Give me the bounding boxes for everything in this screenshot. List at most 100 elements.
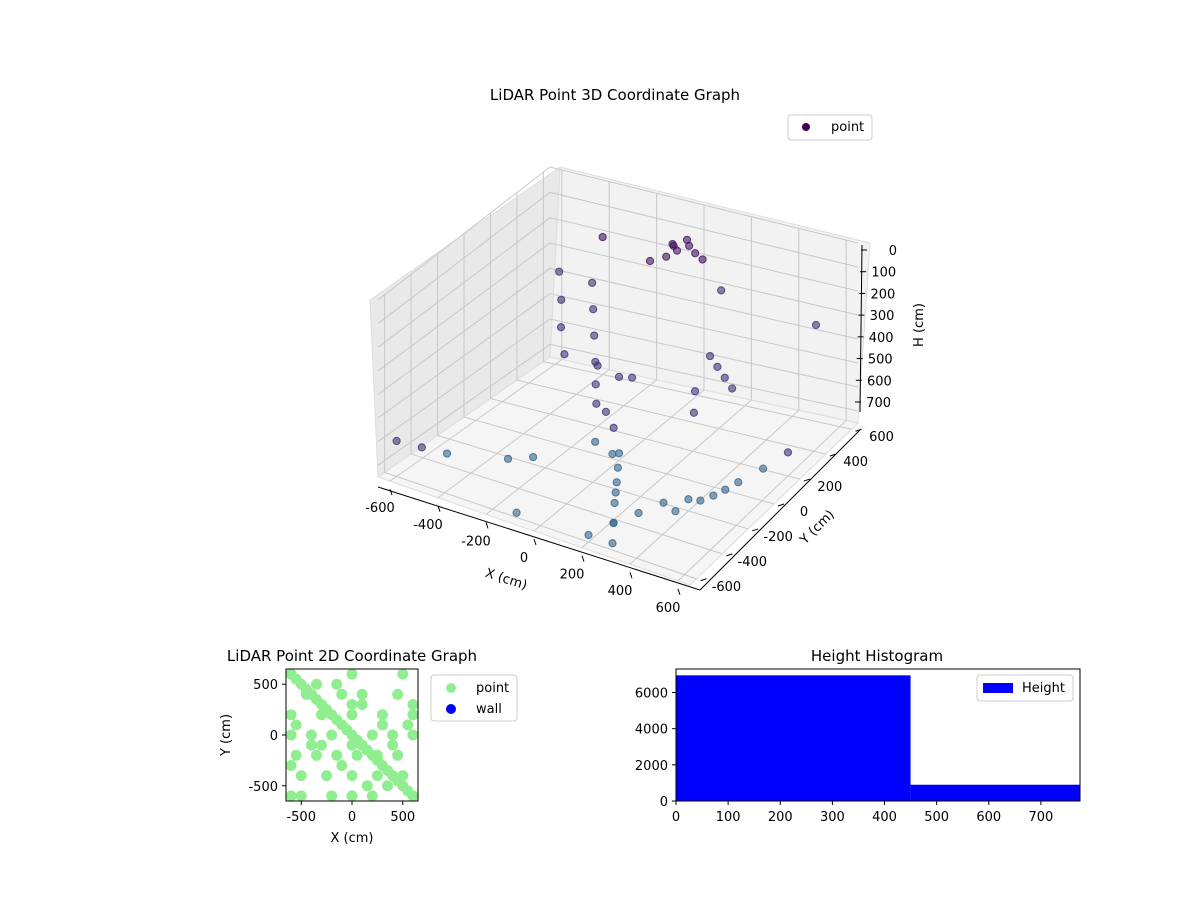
- point-3d: [591, 380, 600, 389]
- y-axis-line: [699, 429, 861, 591]
- point-2d-point: [300, 688, 312, 700]
- legend-2d-wall-label: wall: [476, 702, 502, 717]
- point-3d: [669, 241, 678, 250]
- x-tick-label-3d: -600: [365, 501, 395, 516]
- x-tick-label-hist: 300: [820, 810, 845, 825]
- x-tick-label-3d: 200: [560, 568, 585, 583]
- point-3d: [589, 305, 598, 314]
- point-3d: [609, 518, 618, 528]
- point-2d-point: [371, 749, 383, 761]
- point-3d: [734, 478, 743, 487]
- y-tick-label-3d: 600: [869, 430, 894, 445]
- legend-2d-point-marker: [446, 683, 456, 693]
- legend-2d-point-label: point: [476, 681, 509, 696]
- point-2d-point: [295, 790, 307, 801]
- grid-line-y: [463, 233, 775, 505]
- point-3d: [811, 320, 821, 330]
- z-tick-label-3d: 0: [889, 244, 897, 259]
- point-3d: [503, 454, 513, 463]
- point-3d: [560, 350, 569, 359]
- x-tick-label-2d: -500: [286, 810, 316, 825]
- grid-line-x: [533, 205, 705, 532]
- point-3d: [698, 255, 707, 264]
- y-tick-3d: [803, 478, 811, 482]
- point-2d-point: [295, 770, 307, 782]
- y-tick-label-hist: 4000: [635, 723, 668, 738]
- grid-line-z: [377, 217, 859, 348]
- x-tick-3d: [629, 572, 633, 579]
- x-tick-label-hist: 700: [1028, 810, 1053, 825]
- grid-3d: [377, 166, 859, 582]
- point-3d: [713, 362, 722, 371]
- point-3d: [442, 449, 452, 458]
- x-tick-3d: [677, 588, 681, 596]
- z-tick-label-3d: 300: [870, 309, 895, 324]
- ticks-2d: -500 0 500 -500 0 500: [248, 678, 415, 825]
- y-axis-label-2d: Y (cm): [219, 714, 234, 757]
- y-tick-label-3d: -200: [763, 530, 793, 545]
- point-2d-point: [321, 770, 333, 782]
- y-tick-3d: [700, 578, 707, 582]
- point-2d-point: [290, 749, 302, 761]
- point-3d: [721, 485, 730, 494]
- point-2d-point: [397, 770, 409, 782]
- x-tick-label-3d: 400: [608, 584, 633, 599]
- z-axis-line: [859, 244, 863, 413]
- ticks-hist: 0 100 200 300 400 500 600 700 0 2000 4000 6000: [635, 687, 1053, 825]
- point-2d-point: [331, 749, 343, 761]
- z-tick-label-3d: 100: [871, 266, 896, 281]
- point-3d: [685, 241, 694, 250]
- point-2d-point: [407, 699, 418, 711]
- point-2d-point: [286, 759, 297, 771]
- point-2d-point: [376, 719, 388, 731]
- point-3d: [720, 373, 729, 382]
- grid-line-z: [377, 166, 859, 301]
- point-2d-point: [310, 749, 322, 761]
- point-2d-point: [346, 739, 358, 751]
- point-2d-point: [397, 669, 409, 680]
- legend-hist: Height: [976, 674, 1074, 702]
- point-3d: [588, 278, 597, 287]
- x-tick-3d: [581, 555, 585, 562]
- x-axis-label-3d: X (cm): [483, 566, 529, 594]
- x-axis-line: [377, 486, 701, 591]
- legend-hist-label: Height: [1022, 681, 1065, 696]
- point-3d: [609, 423, 618, 432]
- point-3d: [556, 323, 566, 332]
- z-tick-label-3d: 600: [867, 374, 892, 389]
- point-3d: [614, 372, 624, 381]
- point-2d-point: [316, 739, 328, 751]
- point-2d-point: [407, 790, 418, 801]
- x-tick-label-hist: 200: [768, 810, 793, 825]
- grid-line-x: [437, 181, 610, 499]
- point-2d-point: [387, 739, 399, 751]
- point-3d: [590, 331, 599, 340]
- point-3d: [608, 539, 617, 548]
- point-2d-point: [336, 688, 348, 700]
- legend-hist-marker: [983, 683, 1013, 693]
- y-tick-label-hist: 0: [660, 795, 668, 810]
- chart-histogram: Height Histogram 0 100 200 300 400 500 600 7000…: [635, 647, 1081, 825]
- chart-2d: LiDAR Point 2D Coordinate Graph -500 0 500…: [219, 647, 518, 846]
- x-tick-3d: [437, 505, 441, 512]
- point-3d: [627, 373, 637, 382]
- point-2d-point: [366, 790, 378, 801]
- point-3d: [690, 387, 700, 396]
- grid-line-x: [677, 240, 847, 582]
- grid-line-z: [377, 242, 859, 372]
- z-tick-label-3d: 400: [869, 331, 894, 346]
- y-tick-3d: [751, 528, 759, 532]
- y-tick-label-3d: -600: [712, 580, 742, 595]
- grid-line-z: [377, 191, 859, 324]
- legend-hist-frame: [976, 674, 1074, 702]
- point-3d: [662, 252, 671, 261]
- point-3d: [584, 530, 593, 540]
- legend-3d-marker: [802, 123, 810, 131]
- point-3d: [613, 463, 622, 472]
- point-2d-point: [361, 780, 373, 792]
- point-2d-point: [305, 739, 317, 751]
- point-2d-point: [310, 678, 322, 690]
- x-tick-label-hist: 600: [976, 810, 1001, 825]
- point-2d-point: [392, 688, 404, 700]
